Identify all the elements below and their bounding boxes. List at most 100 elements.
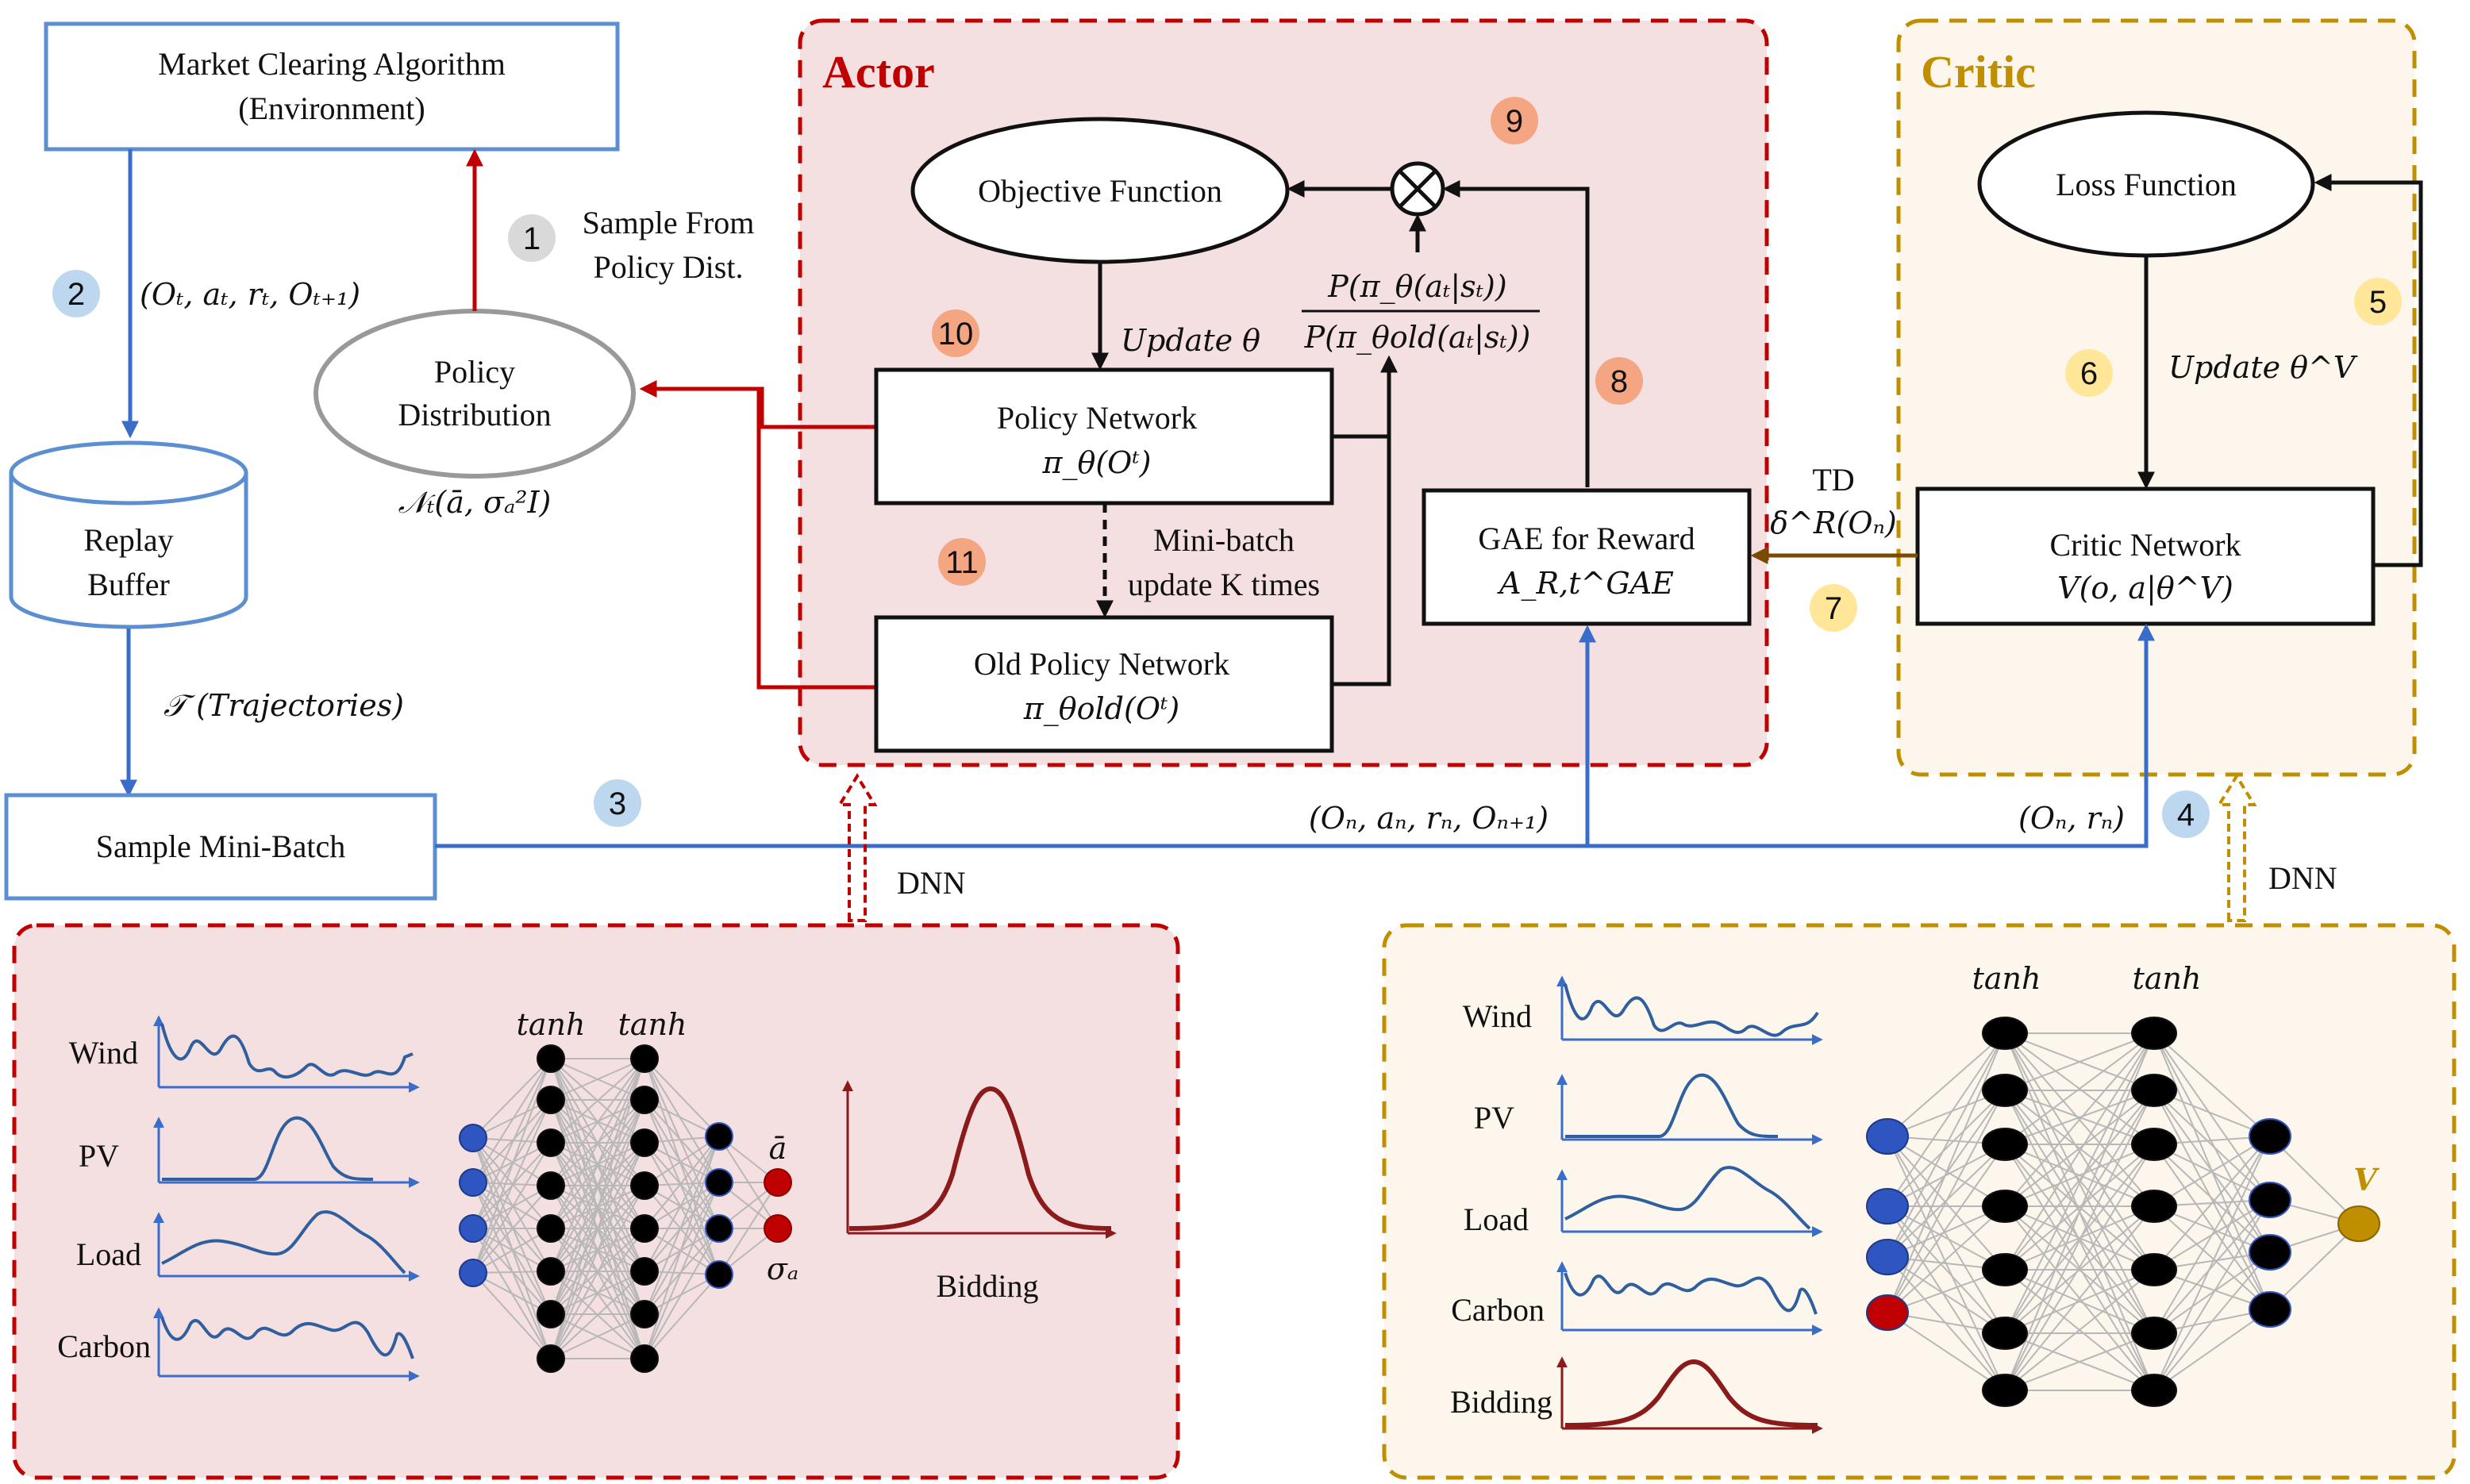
badge-5 (2354, 278, 2402, 325)
network-edge (550, 1058, 645, 1272)
network-neuron (1866, 1294, 1909, 1331)
network-edge (2153, 1136, 2271, 1391)
network-edge (2004, 1144, 2155, 1391)
actor-dnn-label: DNN (897, 865, 966, 901)
network-edge (1887, 1144, 2006, 1313)
network-edge (2004, 1032, 2155, 1271)
badge-4 (2162, 790, 2210, 838)
network-neuron (2131, 1190, 2177, 1223)
network-edge (2004, 1144, 2155, 1207)
network-edge (644, 1142, 720, 1275)
network-neuron (1982, 1017, 2028, 1050)
network-neuron (537, 1214, 565, 1243)
network-edge (644, 1099, 720, 1229)
network-neuron (1982, 1190, 2028, 1223)
network-edge (472, 1058, 552, 1183)
network-neuron (2249, 1291, 2291, 1328)
ratio-denominator: P(π_θold(aₜ|sₜ)) (1304, 320, 1531, 356)
line-old-policy-to-dist (756, 390, 876, 690)
policy-dist-line1: Policy (434, 354, 515, 390)
network-edge (2004, 1269, 2155, 1391)
network-edge (1887, 1032, 2006, 1137)
network-neuron (459, 1168, 487, 1197)
badge-1 (508, 214, 556, 262)
network-edge (472, 1185, 552, 1274)
network-edge (644, 1185, 720, 1229)
trajectories-label: 𝒯 (Trajectories) (164, 688, 404, 723)
critic-act-1: tanh (1972, 961, 2041, 996)
network-edge (2153, 1032, 2271, 1201)
network-neuron (2249, 1234, 2291, 1271)
badge-9 (1491, 97, 1538, 144)
network-edge (1887, 1312, 2006, 1391)
actor-chart-wind (153, 1015, 420, 1093)
actor-output-std: σₐ (767, 1251, 798, 1286)
gae-box (1422, 488, 1752, 626)
policy-network-box (874, 367, 1334, 506)
network-edge (2004, 1032, 2155, 1334)
network-edge (472, 1099, 552, 1183)
minibatch-update-line1: Mini-batch (1153, 522, 1295, 558)
actor-dnn-arrow (837, 773, 878, 922)
badge-4-label: 4 (2177, 798, 2195, 832)
network-edge (1887, 1032, 2006, 1207)
network-edge (2153, 1251, 2271, 1334)
badge-8-label: 8 (1610, 364, 1628, 399)
arrow-policy-to-dist (639, 380, 876, 429)
actor-input-load: Load (76, 1236, 141, 1272)
network-edge (2153, 1032, 2271, 1137)
minibatch-box (4, 793, 437, 901)
actor-input-charts (153, 1015, 420, 1382)
network-edge (644, 1136, 720, 1315)
sample-from-line1: Sample From (583, 205, 755, 240)
network-neuron (537, 1171, 565, 1200)
network-neuron (764, 1168, 792, 1197)
network-edge (1887, 1205, 2006, 1334)
network-edge (1887, 1090, 2006, 1207)
update-theta: Update θ (1121, 323, 1260, 358)
policy-net-line2: π_θ(Oᵗ) (1041, 445, 1151, 481)
network-edge (644, 1228, 720, 1275)
network-edge (2153, 1144, 2271, 1310)
environment-box (44, 21, 620, 152)
network-edge (644, 1185, 720, 1275)
network-edge (550, 1313, 645, 1359)
network-edge (2004, 1332, 2155, 1391)
network-neuron (630, 1214, 659, 1243)
actor-act-1: tanh (517, 1007, 586, 1042)
critic-dnn-panel (1382, 923, 2457, 1480)
network-edge (644, 1274, 720, 1359)
network-edge (2153, 1136, 2271, 1334)
critic-chart-wind (1556, 975, 1823, 1045)
critic-net-line2: V(o, a|θ^V) (2057, 571, 2233, 606)
network-neuron (2249, 1118, 2291, 1155)
badge-9-label: 9 (1506, 104, 1523, 139)
critic-chart-carbon (1556, 1261, 1823, 1336)
network-edge (644, 1058, 720, 1183)
network-edge (472, 1142, 552, 1183)
network-neuron (705, 1214, 733, 1243)
network-neuron (537, 1128, 565, 1157)
network-neuron (1982, 1128, 2028, 1161)
critic-input-charts (1556, 975, 1823, 1434)
actor-input-wind: Wind (69, 1035, 138, 1071)
critic-chart-load (1556, 1166, 1823, 1237)
critic-input-pv: PV (1474, 1100, 1514, 1136)
network-edge (550, 1228, 645, 1359)
network-edge (2153, 1199, 2271, 1391)
network-edge (644, 1058, 720, 1229)
network-neuron (1866, 1188, 1909, 1224)
network-neuron (630, 1044, 659, 1073)
network-edge (2153, 1136, 2271, 1207)
network-edge (2004, 1032, 2155, 1207)
ratio-numerator: P(π_θ(aₜ|sₜ)) (1327, 269, 1506, 305)
actor-chart-carbon (153, 1307, 420, 1382)
critic-input-bidding: Bidding (1450, 1384, 1552, 1420)
actor-network-drawing (459, 1044, 792, 1373)
network-neuron (2131, 1374, 2177, 1407)
network-edge (1887, 1205, 2006, 1313)
actor-chart-load (153, 1210, 420, 1282)
critic-dnn-arrow (2216, 773, 2257, 922)
network-neuron (630, 1171, 659, 1200)
network-neuron (1982, 1374, 2028, 1407)
